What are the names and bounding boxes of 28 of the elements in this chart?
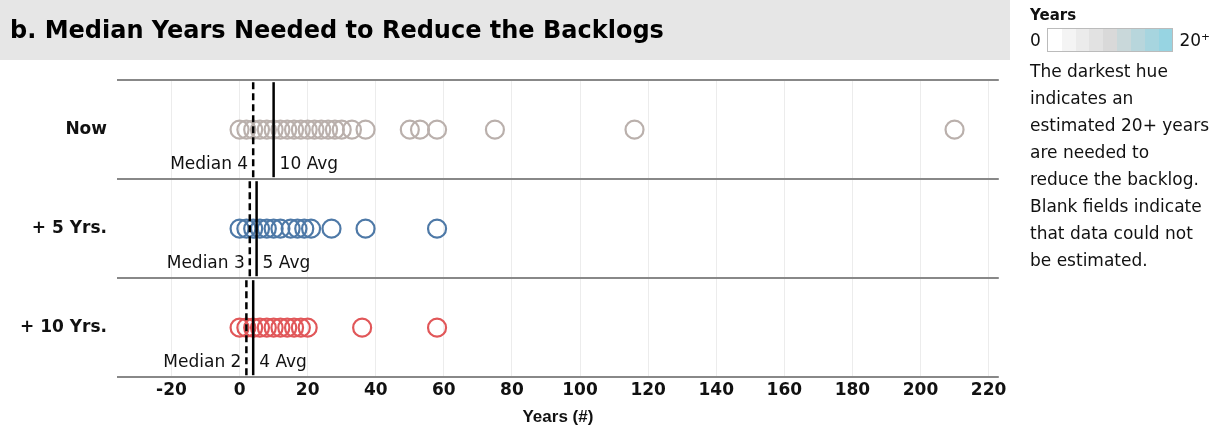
x-tick-label: 200 <box>902 378 939 399</box>
ref-line-label: 5 Avg <box>262 251 311 272</box>
x-tick-label: 60 <box>432 378 456 399</box>
x-tick-label: -20 <box>156 378 188 399</box>
text: Years <box>1030 6 1078 24</box>
x-tick-label: 80 <box>500 378 524 399</box>
ref-line-label: 10 Avg <box>279 152 339 173</box>
ref-line-label: Median 3 <box>166 251 245 272</box>
y-tick-label: + 10 Yrs. <box>19 316 108 337</box>
x-tick-label: 160 <box>766 378 803 399</box>
x-tick-label: 180 <box>834 378 871 399</box>
chart-title: b. Median Years Needed to Reduce the Backlogs <box>0 0 1010 60</box>
x-axis-title: Years (#) <box>522 407 594 427</box>
x-tick-label: 120 <box>630 378 667 399</box>
text: 0 <box>1030 30 1041 50</box>
y-tick-label: Now <box>65 118 108 139</box>
x-tick-label: 40 <box>363 378 388 399</box>
ref-line-label: 4 Avg <box>259 350 307 371</box>
x-tick-label: 20 <box>295 378 320 399</box>
ref-line-label: Median 2 <box>163 350 242 371</box>
x-tick-label: 100 <box>562 378 598 399</box>
text: The darkest hue indicates an estimated 20+ years are needed to reduce the backlog. Blank fields indicate that data could not be estimated. <box>1030 60 1210 272</box>
ref-line-label: Median 4 <box>170 152 249 173</box>
y-tick-label: + 5 Yrs. <box>31 217 108 238</box>
x-tick-label: 140 <box>698 378 735 399</box>
x-tick-label: 220 <box>970 378 1007 399</box>
text: 20⁺ <box>1179 30 1210 50</box>
x-tick-label: 0 <box>233 378 246 399</box>
